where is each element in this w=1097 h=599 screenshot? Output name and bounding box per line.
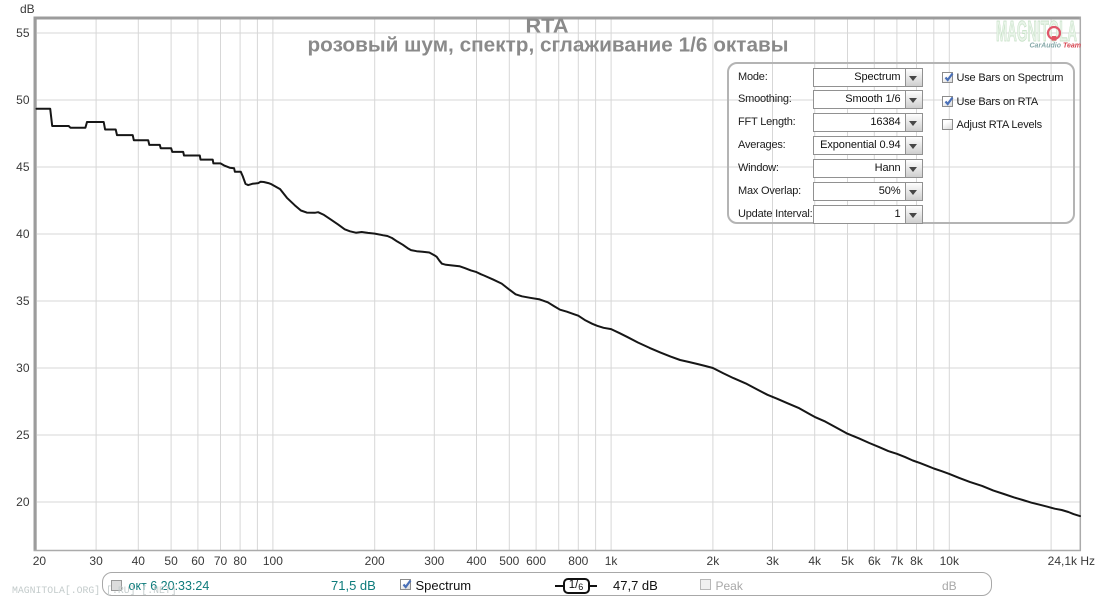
- svg-text:30: 30: [89, 554, 103, 568]
- svg-text:600: 600: [526, 554, 546, 568]
- svg-text:20: 20: [33, 554, 47, 568]
- svg-text:70: 70: [214, 554, 228, 568]
- svg-text:2k: 2k: [707, 554, 721, 568]
- svg-text:3k: 3k: [766, 554, 780, 568]
- svg-text:80: 80: [233, 554, 247, 568]
- svg-text:5k: 5k: [841, 554, 855, 568]
- svg-text:dB: dB: [20, 2, 35, 16]
- svg-text:розовый шум, спектр, сглаживан: розовый шум, спектр, сглаживание 1/6 окт…: [308, 35, 789, 57]
- svg-text:100: 100: [263, 554, 283, 568]
- svg-text:35: 35: [16, 294, 30, 308]
- svg-text:20: 20: [16, 495, 30, 509]
- svg-text:CarAudio Team: CarAudio Team: [1030, 43, 1081, 50]
- svg-text:500: 500: [499, 554, 519, 568]
- svg-text:40: 40: [16, 227, 30, 241]
- svg-text:8k: 8k: [910, 554, 924, 568]
- svg-text:200: 200: [365, 554, 385, 568]
- svg-text:30: 30: [16, 361, 30, 375]
- svg-text:55: 55: [16, 26, 30, 40]
- svg-text:MAGNITOLA: MAGNITOLA: [996, 16, 1077, 48]
- svg-text:60: 60: [191, 554, 205, 568]
- svg-text:6k: 6k: [868, 554, 882, 568]
- svg-text:800: 800: [568, 554, 588, 568]
- svg-text:25: 25: [16, 428, 30, 442]
- svg-text:50: 50: [16, 93, 30, 107]
- svg-text:400: 400: [466, 554, 486, 568]
- svg-text:45: 45: [16, 160, 30, 174]
- svg-text:RTA: RTA: [526, 16, 569, 38]
- svg-text:7k: 7k: [891, 554, 905, 568]
- svg-text:300: 300: [424, 554, 444, 568]
- svg-text:4k: 4k: [808, 554, 822, 568]
- svg-text:24,1k Hz: 24,1k Hz: [1048, 554, 1095, 568]
- svg-text:1k: 1k: [605, 554, 619, 568]
- svg-text:40: 40: [132, 554, 146, 568]
- svg-text:10k: 10k: [940, 554, 960, 568]
- svg-text:50: 50: [164, 554, 178, 568]
